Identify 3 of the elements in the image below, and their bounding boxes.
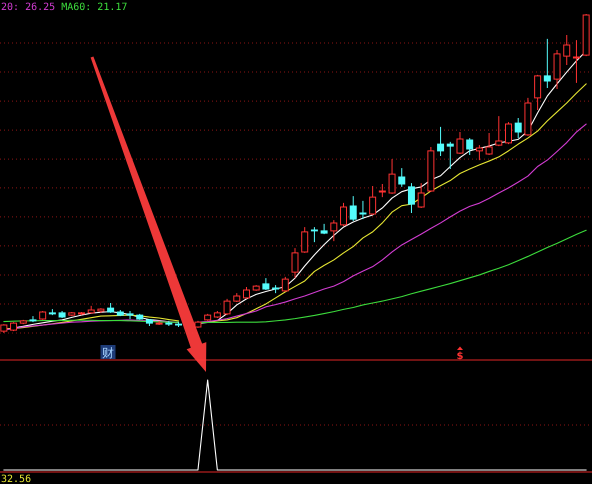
annotation: 财 — [100, 345, 116, 360]
annotation: 32.56 — [1, 474, 32, 484]
annotation: $ — [456, 346, 464, 362]
